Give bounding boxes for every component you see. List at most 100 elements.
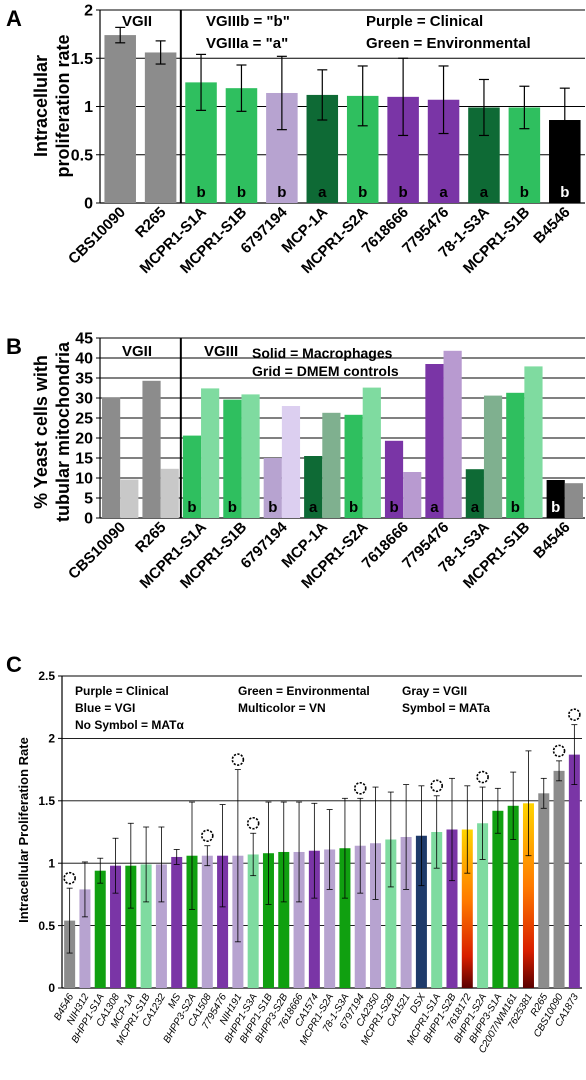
bar: [140, 864, 152, 988]
bar: [217, 855, 229, 988]
bar: [354, 845, 366, 988]
y-tick-label: 5: [84, 491, 93, 508]
bar-label: b: [389, 499, 398, 516]
bar-dmem: [322, 412, 341, 518]
bar-macrophages: [344, 414, 363, 518]
y-tick-label: 2.5: [38, 669, 55, 683]
bar: [385, 839, 397, 988]
y-tick-label: 0: [84, 511, 93, 528]
bar-macrophages: [546, 480, 565, 518]
bar-label: a: [439, 184, 448, 201]
bar: [400, 836, 412, 988]
bar-macrophages: [263, 458, 282, 518]
panel-b-annotation-vgii: VGII: [122, 343, 152, 360]
y-tick-label: 0: [84, 196, 93, 213]
x-tick-label: CBS10090: [65, 519, 129, 583]
x-tick-label: R265: [132, 204, 169, 241]
bar-label: b: [511, 499, 520, 516]
bar-label: b: [277, 184, 286, 201]
bar-macrophages: [384, 440, 404, 518]
y-tick-label: 10: [75, 471, 93, 488]
bar: [339, 848, 351, 988]
mata-symbol-icon: [63, 871, 76, 885]
panel-c-legend-symbol: Symbol = MATa: [402, 701, 490, 715]
x-tick-label: B4546: [530, 519, 573, 562]
bar: [104, 35, 136, 204]
bar: [492, 810, 504, 988]
panel-b-chart: % Yeast cells with tubular mitochondria …: [31, 331, 585, 592]
bar-dmem: [281, 406, 301, 518]
panel-label-c: C: [6, 652, 22, 677]
mata-symbol-icon: [476, 770, 489, 784]
y-tick-label: 0.5: [38, 919, 55, 933]
y-tick-label: 35: [75, 371, 93, 388]
bar: [94, 870, 106, 988]
panel-a-annotation-purple: Purple = Clinical: [366, 13, 483, 30]
y-tick-label: 0: [48, 981, 55, 995]
bar: [125, 865, 137, 988]
bar-label: b: [520, 184, 529, 201]
panel-c-legend-nosymbol: No Symbol = MATα: [75, 718, 184, 732]
y-tick-label: 40: [75, 351, 93, 368]
x-tick-label: B4546: [530, 204, 573, 247]
mata-symbol-icon: [200, 829, 214, 843]
bar-macrophages: [465, 469, 484, 518]
bar-macrophages: [223, 399, 242, 518]
bar-dmem: [362, 387, 381, 518]
y-tick-label: 1.5: [71, 51, 93, 68]
bar-label: b: [358, 184, 367, 201]
bar: [171, 856, 183, 988]
mata-symbol-icon: [568, 708, 581, 721]
panel-label-b: B: [6, 334, 22, 359]
y-tick-label: 1: [84, 99, 93, 116]
bar: [262, 853, 274, 988]
bar: [431, 832, 443, 988]
panel-a-ylabel-line2: proliferation rate: [53, 34, 73, 177]
mata-symbol-icon: [430, 779, 444, 793]
y-tick-label: 45: [75, 331, 93, 348]
mata-symbol-icon: [552, 744, 566, 758]
panel-c-legend-gray: Gray = VGII: [402, 684, 467, 698]
bar-dmem: [160, 468, 179, 518]
y-tick-label: 2: [48, 732, 55, 746]
x-tick-label: CBS10090: [65, 204, 129, 268]
bar-dmem: [120, 479, 139, 518]
bar: [186, 855, 198, 988]
bar-label: a: [480, 184, 489, 201]
panel-a-chart: Intracellular proliferation rate VGII VG…: [31, 3, 585, 277]
bar: [415, 835, 427, 988]
bar-macrophages: [304, 456, 323, 518]
bar-label: a: [318, 184, 327, 201]
bar-label: b: [228, 499, 237, 516]
bar: [568, 754, 580, 988]
bar-dmem: [483, 395, 503, 518]
bar-dmem: [201, 388, 220, 518]
panel-c-chart: Intracellular Proliferation Rate Purple …: [16, 669, 582, 1055]
panel-b-annotation-grid: Grid = DMEM controls: [252, 363, 399, 379]
y-tick-label: 2: [84, 3, 93, 20]
mata-symbol-icon: [353, 782, 367, 795]
bar-macrophages: [102, 397, 121, 518]
y-tick-label: 0.5: [71, 147, 93, 164]
y-tick-label: 20: [75, 431, 93, 448]
bar-label: b: [268, 499, 277, 516]
bar: [553, 770, 565, 988]
bar-macrophages: [142, 380, 161, 518]
bar-macrophages: [425, 364, 444, 518]
panel-c-legend-purple: Purple = Clinical: [75, 684, 169, 698]
bar-dmem: [564, 483, 583, 518]
panel-c-legend-blue: Blue = VGI: [75, 701, 135, 715]
y-tick-label: 30: [75, 391, 93, 408]
panel-label-a: A: [6, 6, 22, 31]
bar-label: b: [551, 499, 560, 516]
panel-b-ylabel-line1: % Yeast cells with: [31, 355, 51, 509]
y-tick-label: 25: [75, 411, 93, 428]
bar-label: b: [237, 184, 246, 201]
y-tick-label: 1.5: [38, 794, 55, 808]
panel-c-legend-green: Green = Environmental: [238, 684, 370, 698]
bar-label: b: [349, 499, 358, 516]
bar: [155, 864, 167, 988]
bar: [477, 823, 489, 988]
mata-symbol-icon: [246, 816, 260, 830]
